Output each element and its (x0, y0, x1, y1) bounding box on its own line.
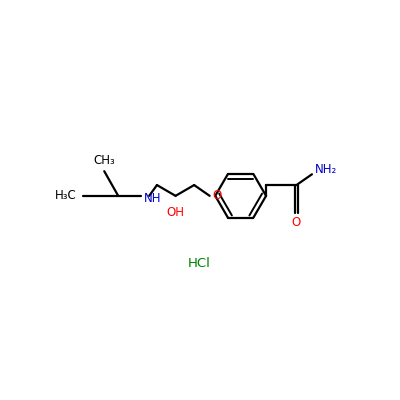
Text: HCl: HCl (187, 257, 210, 270)
Text: NH₂: NH₂ (315, 163, 337, 176)
Text: O: O (212, 189, 221, 202)
Text: OH: OH (166, 206, 184, 219)
Text: O: O (292, 216, 301, 228)
Text: H₃C: H₃C (54, 189, 76, 202)
Text: CH₃: CH₃ (93, 154, 115, 167)
Text: NH: NH (144, 192, 162, 206)
